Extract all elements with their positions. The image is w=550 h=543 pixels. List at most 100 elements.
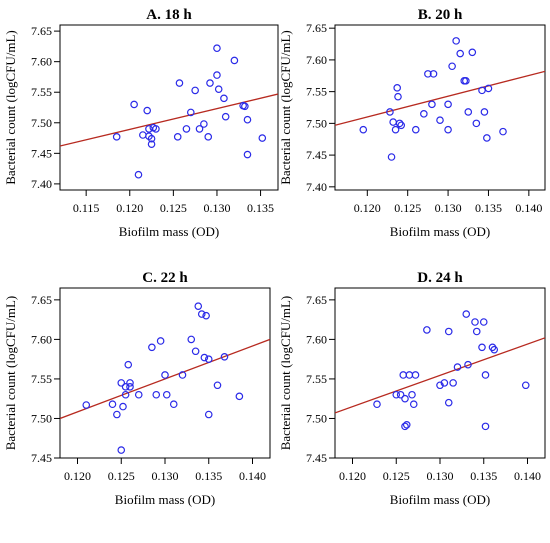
data-point xyxy=(169,400,178,409)
y-tick-label: 7.50 xyxy=(31,411,52,425)
data-point xyxy=(411,125,420,134)
data-point xyxy=(472,119,481,128)
data-point xyxy=(204,410,213,419)
x-tick-label: 0.125 xyxy=(160,201,187,215)
regression-line xyxy=(335,337,545,414)
x-axis-label: Biofilm mass (OD) xyxy=(115,492,215,507)
data-point xyxy=(213,44,221,53)
plot-frame xyxy=(59,24,279,191)
y-tick-label: 7.50 xyxy=(306,411,327,425)
data-point xyxy=(490,345,499,354)
data-point xyxy=(420,110,428,118)
y-tick-label: 7.45 xyxy=(31,146,52,160)
data-point xyxy=(175,79,184,87)
data-point xyxy=(200,120,208,128)
data-point xyxy=(424,70,432,78)
data-point xyxy=(452,37,460,45)
data-point xyxy=(397,121,406,130)
data-point xyxy=(119,402,127,411)
data-point xyxy=(456,49,464,58)
x-tick-label: 0.135 xyxy=(475,201,502,215)
data-point xyxy=(396,390,405,399)
regression-line xyxy=(60,338,270,420)
data-point xyxy=(195,125,204,133)
data-point xyxy=(147,134,156,143)
data-point xyxy=(117,446,126,454)
data-point xyxy=(152,390,161,399)
x-tick-label: 0.130 xyxy=(203,201,230,215)
data-point xyxy=(161,371,169,379)
data-point xyxy=(134,170,143,179)
data-point xyxy=(147,140,156,148)
data-point xyxy=(444,100,452,109)
y-tick-label: 7.55 xyxy=(31,85,52,99)
data-point xyxy=(448,62,456,71)
data-point xyxy=(440,379,449,387)
data-point xyxy=(408,390,416,399)
y-tick-label: 7.60 xyxy=(31,332,52,346)
y-tick-label: 7.50 xyxy=(306,116,327,130)
y-tick-label: 7.45 xyxy=(306,148,327,162)
data-point xyxy=(429,70,438,78)
regression-line xyxy=(60,93,278,147)
data-point xyxy=(243,150,252,159)
data-point xyxy=(204,133,213,141)
data-point xyxy=(479,318,488,326)
data-point xyxy=(191,86,199,95)
x-tick-label: 0.130 xyxy=(435,201,462,215)
panel-title: C. 22 h xyxy=(142,270,188,286)
data-point xyxy=(182,125,191,133)
data-point xyxy=(521,381,530,390)
data-point xyxy=(499,127,507,136)
data-point xyxy=(204,355,213,363)
data-point xyxy=(402,420,411,429)
data-point xyxy=(124,360,133,369)
data-point xyxy=(395,119,404,128)
panel-title: B. 20 h xyxy=(418,7,463,23)
data-point xyxy=(152,125,160,133)
data-point xyxy=(462,77,470,85)
y-tick-label: 7.65 xyxy=(306,293,327,307)
y-tick-label: 7.50 xyxy=(31,116,52,130)
y-tick-label: 7.65 xyxy=(31,293,52,307)
data-point xyxy=(392,390,401,399)
data-point xyxy=(112,133,121,141)
y-tick-label: 7.60 xyxy=(31,55,52,69)
data-point xyxy=(126,379,134,387)
data-point xyxy=(483,134,491,142)
data-point xyxy=(436,116,444,124)
data-point xyxy=(373,400,381,409)
x-tick-label: 0.120 xyxy=(64,469,91,483)
panel-4: D. 24 h 0.120 0.125 0.130 0.135 0.140 7.45 7.50… xyxy=(278,270,546,507)
x-tick-label: 0.140 xyxy=(515,201,542,215)
data-point xyxy=(387,153,396,161)
data-point xyxy=(139,131,147,139)
data-point xyxy=(187,108,195,117)
data-point xyxy=(389,118,397,126)
panel-1: A. 18 h 0.115 0.120 0.125 0.130 0.135 7.40 7.45… xyxy=(3,7,279,239)
data-point xyxy=(484,84,493,93)
data-point xyxy=(213,381,222,390)
data-point xyxy=(444,398,453,407)
data-point xyxy=(191,347,200,356)
data-point xyxy=(214,85,223,93)
x-tick-label: 0.140 xyxy=(514,469,541,483)
data-point xyxy=(82,401,91,409)
data-point xyxy=(243,115,252,124)
data-point xyxy=(444,125,452,134)
data-point xyxy=(178,371,187,379)
y-tick-label: 7.60 xyxy=(306,53,327,67)
plot-frame xyxy=(334,287,546,459)
y-tick-label: 7.55 xyxy=(31,372,52,386)
data-point xyxy=(148,343,156,352)
data-point xyxy=(436,381,444,390)
x-tick-label: 0.130 xyxy=(152,469,179,483)
x-axis-label: Biofilm mass (OD) xyxy=(390,224,490,239)
x-tick-label: 0.120 xyxy=(339,469,366,483)
regression-line xyxy=(335,70,545,126)
data-point xyxy=(220,352,229,361)
data-point xyxy=(464,108,473,116)
data-point xyxy=(108,400,117,409)
data-point xyxy=(481,371,490,379)
